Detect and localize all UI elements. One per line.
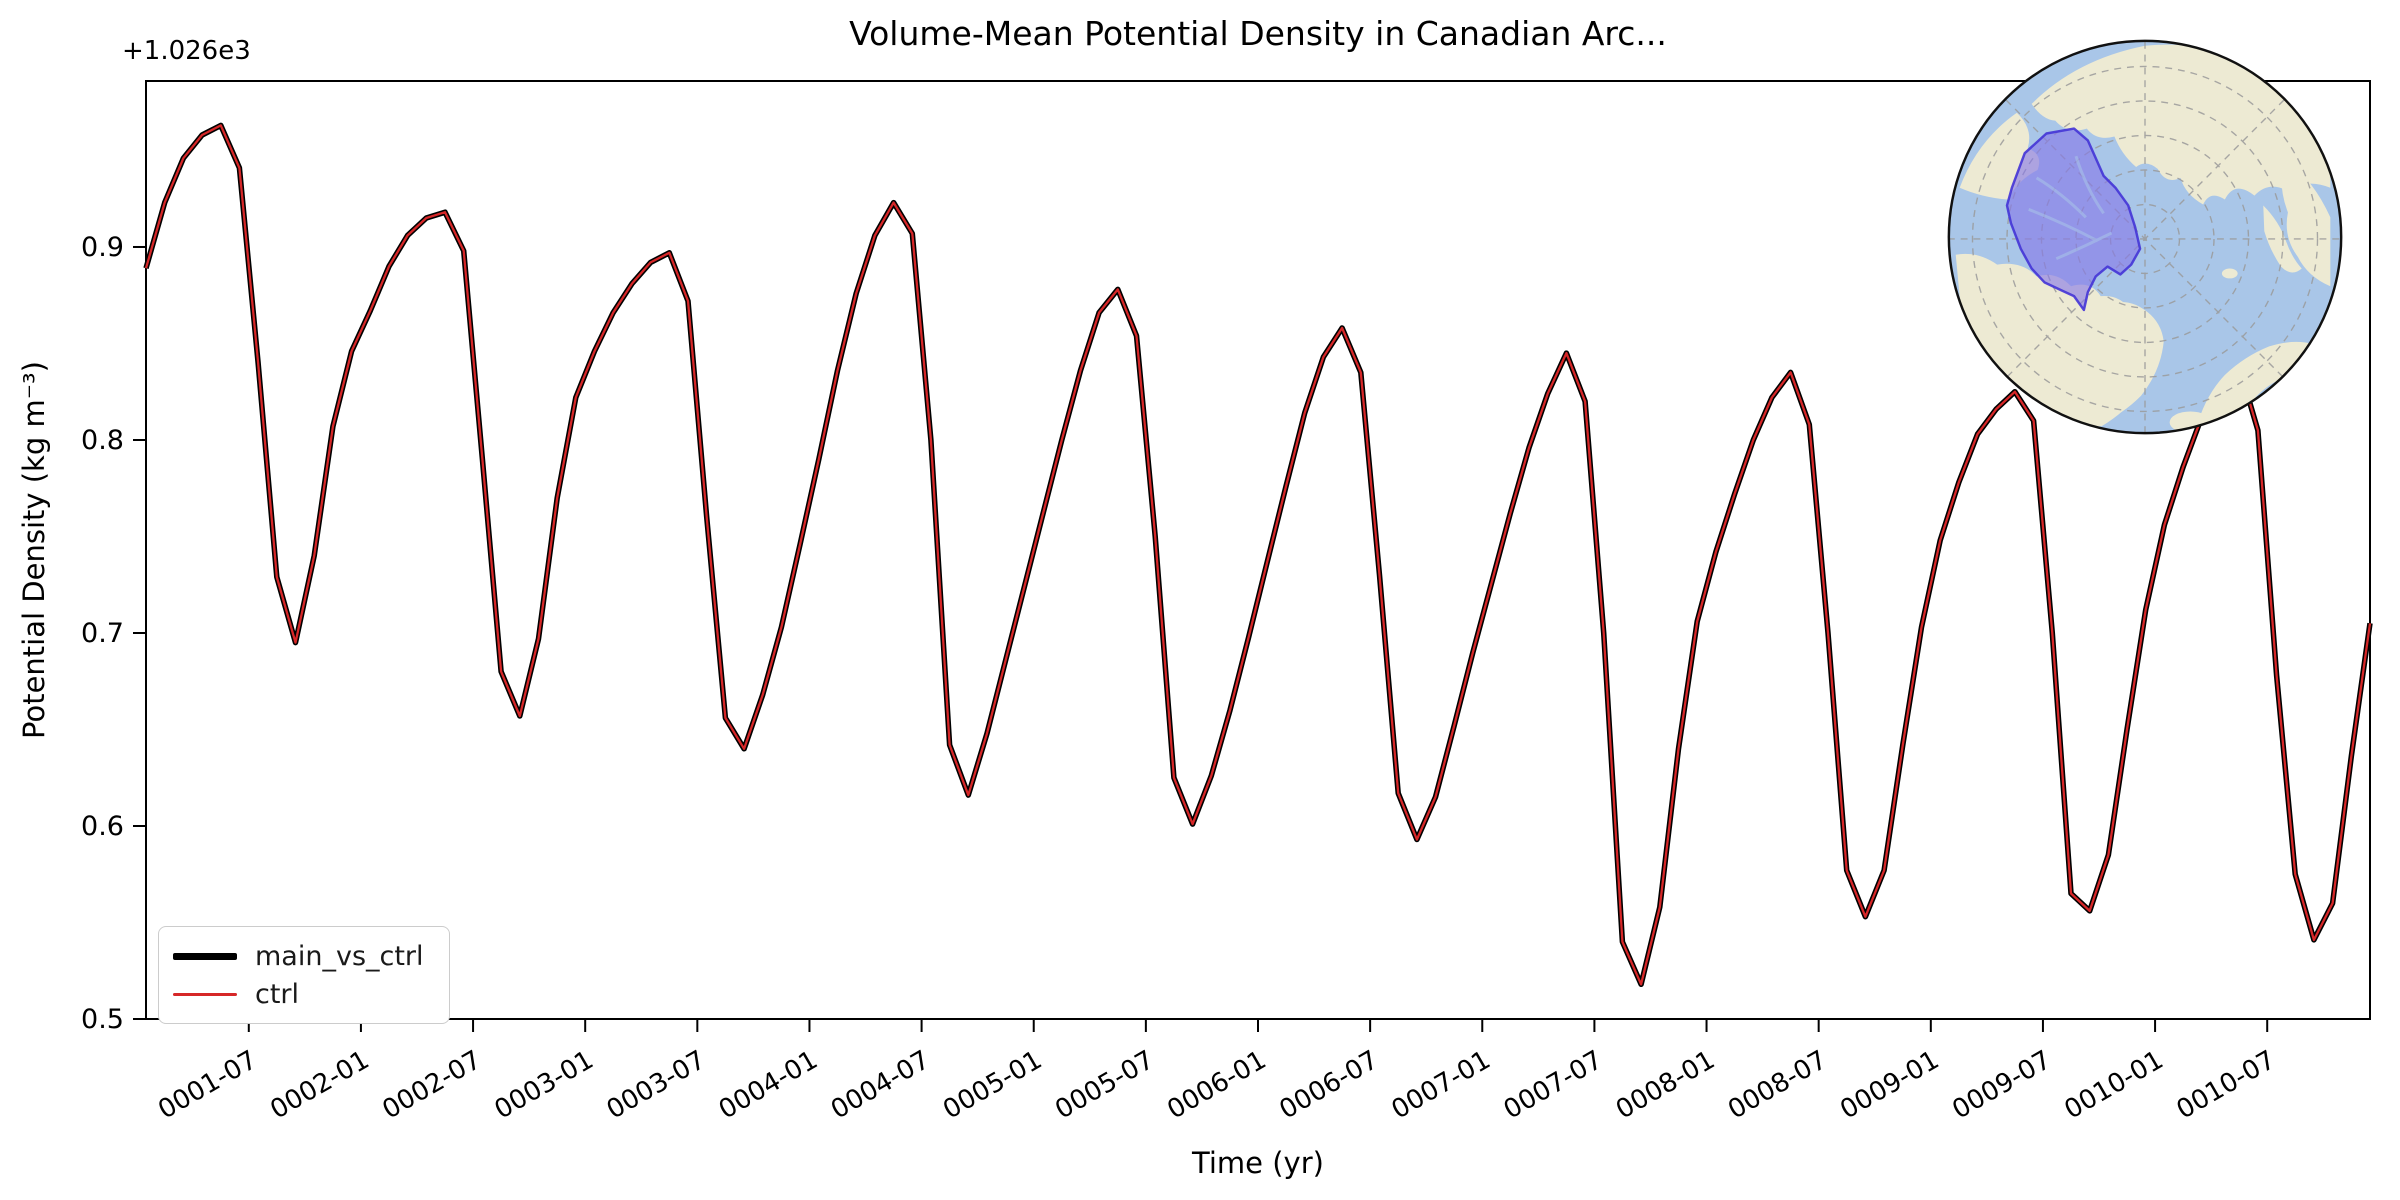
x-tick-label: 0008-01 xyxy=(1611,1045,1720,1125)
legend-line-main-icon xyxy=(173,952,237,960)
x-tick-label: 0008-07 xyxy=(1723,1045,1832,1125)
x-tick-label: 0001-07 xyxy=(153,1045,262,1125)
x-tick-label: 0003-01 xyxy=(490,1045,599,1125)
map-land-greenland-tip xyxy=(2084,301,2164,421)
series-line-ctrl xyxy=(144,124,2372,986)
y-tick-label: 0.5 xyxy=(81,1004,124,1035)
x-tick-label: 0007-07 xyxy=(1499,1045,1608,1125)
x-tick-label: 0004-01 xyxy=(714,1045,823,1125)
inset-map xyxy=(1938,30,2352,444)
legend-entry-main: main_vs_ctrl xyxy=(173,937,449,975)
y-tick-label: 0.7 xyxy=(81,618,124,649)
x-tick-label: 0010-01 xyxy=(2059,1045,2168,1125)
x-tick-label: 0005-01 xyxy=(938,1045,1047,1125)
x-tick-label: 0007-01 xyxy=(1387,1045,1496,1125)
map-land-group xyxy=(1948,41,2342,434)
map-land-svalbard xyxy=(2221,268,2238,279)
y-axis-offset-text: +1.026e3 xyxy=(122,36,251,66)
y-tick-label: 0.6 xyxy=(81,811,124,842)
y-tick-label: 0.8 xyxy=(81,425,124,456)
map-highlight-channels xyxy=(2028,155,2113,261)
x-tick-label: 0005-07 xyxy=(1050,1045,1159,1125)
x-tick-label: 0002-07 xyxy=(377,1045,486,1125)
legend-entry-ctrl: ctrl xyxy=(173,975,449,1013)
x-tick-label: 0002-01 xyxy=(265,1045,374,1125)
map-land-scandinavia xyxy=(2196,341,2315,434)
x-tick-label: 0010-07 xyxy=(2172,1045,2281,1125)
map-land-island-small xyxy=(2157,111,2176,122)
chart-title: Volume-Mean Potential Density in Canadia… xyxy=(849,14,1667,53)
x-tick-label: 0003-07 xyxy=(602,1045,711,1125)
x-tick-label: 0006-07 xyxy=(1275,1045,1384,1125)
legend-line-ctrl-icon xyxy=(173,992,237,996)
x-tick-label: 0004-07 xyxy=(826,1045,935,1125)
x-tick-label: 0009-07 xyxy=(1947,1045,2056,1125)
map-land-russia-east xyxy=(2281,158,2331,287)
y-tick-label: 0.9 xyxy=(81,232,124,263)
x-tick-label: 0006-01 xyxy=(1162,1045,1271,1125)
x-tick-label: 0009-01 xyxy=(1835,1045,1944,1125)
map-highlight-region xyxy=(2005,127,2142,312)
map-border xyxy=(1947,39,2343,435)
map-land-eurasia xyxy=(2031,44,2331,205)
x-axis-label: Time (yr) xyxy=(1192,1146,1324,1180)
legend: main_vs_ctrl ctrl xyxy=(158,926,450,1024)
legend-label-main: main_vs_ctrl xyxy=(255,940,424,972)
legend-label-ctrl: ctrl xyxy=(255,978,300,1010)
